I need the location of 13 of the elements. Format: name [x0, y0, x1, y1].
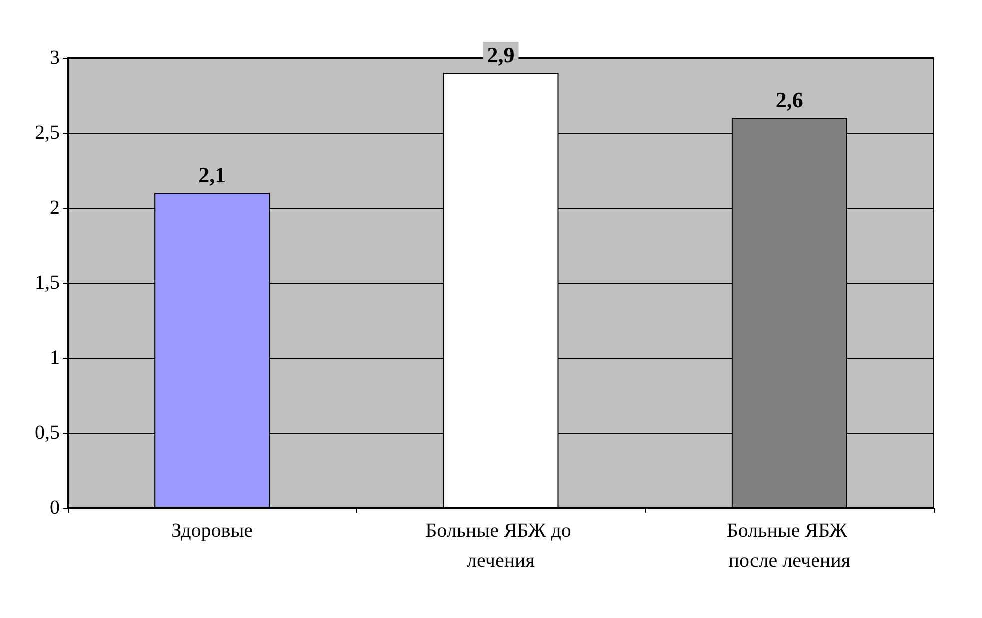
data-label: 2,9	[487, 42, 515, 68]
y-tick-label: 1,5	[35, 272, 60, 294]
x-tick-label: Здоровые	[172, 520, 254, 542]
x-tick-label: Больные ЯБЖ после лечения	[726, 520, 852, 572]
y-tick-label: 0	[50, 497, 60, 519]
y-tick-label: 2	[50, 197, 60, 219]
data-label: 2,1	[198, 162, 226, 188]
data-label: 2,6	[776, 88, 804, 112]
y-tick-label: 0,5	[35, 422, 60, 444]
y-tick-label: 2,5	[35, 122, 60, 144]
y-tick-label: 3	[50, 47, 60, 69]
x-tick-label: Больные ЯБЖ до лечения	[426, 520, 576, 572]
y-tick-label: 1	[50, 347, 60, 369]
